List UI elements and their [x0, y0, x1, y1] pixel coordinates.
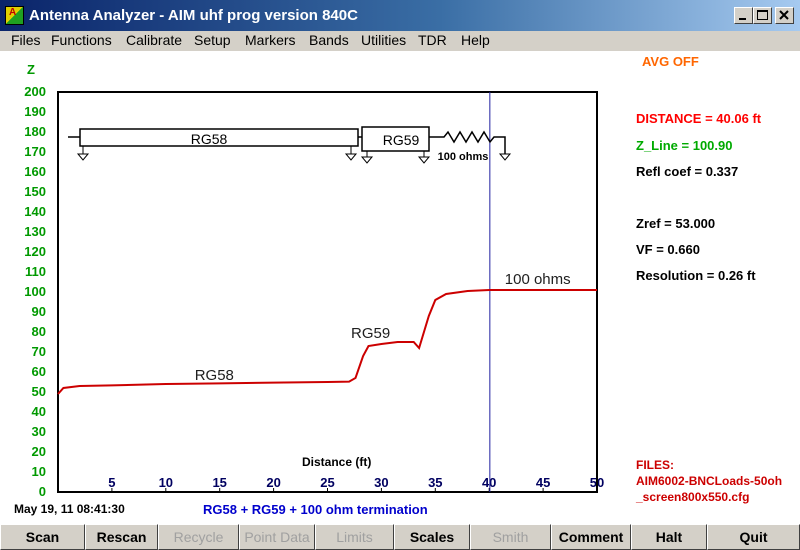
- halt-button[interactable]: Halt: [631, 524, 707, 550]
- x-tick-label: 35: [428, 475, 443, 490]
- menu-help[interactable]: Help: [461, 32, 490, 48]
- point-data-button[interactable]: Point Data: [239, 524, 315, 550]
- y-tick-label: 100: [24, 284, 46, 299]
- y-tick-label: 50: [31, 384, 46, 399]
- window-title: Antenna Analyzer - AIM uhf prog version …: [29, 7, 358, 24]
- y-tick-label: 90: [31, 304, 46, 319]
- menu-functions[interactable]: Functions: [51, 32, 112, 48]
- y-tick-label: 180: [24, 124, 46, 139]
- z-line-readout: Z_Line = 100.90: [636, 138, 733, 153]
- vf-readout: VF = 0.660: [636, 242, 700, 257]
- x-tick-label: 50: [589, 475, 605, 490]
- zref-readout: Zref = 53.000: [636, 216, 716, 231]
- menu-utilities[interactable]: Utilities: [361, 32, 407, 48]
- y-tick-label: 190: [24, 104, 46, 119]
- menu-markers[interactable]: Markers: [245, 32, 296, 48]
- y-tick-label: 170: [24, 144, 46, 159]
- menu-files[interactable]: Files: [11, 32, 41, 48]
- x-tick-label: 10: [158, 475, 174, 490]
- y-tick-label: 130: [24, 224, 46, 239]
- x-tick-label: 30: [374, 475, 389, 490]
- distance-readout: DISTANCE = 40.06 ft: [636, 111, 762, 126]
- scales-button[interactable]: Scales: [394, 524, 470, 550]
- menu-setup[interactable]: Setup: [194, 32, 231, 48]
- limits-button[interactable]: Limits: [315, 524, 394, 550]
- close-button[interactable]: [775, 7, 794, 24]
- y-tick-label: 30: [31, 424, 46, 439]
- resolution-readout: Resolution = 0.26 ft: [636, 268, 756, 283]
- y-tick-label: 120: [24, 244, 46, 259]
- menu-calibrate[interactable]: Calibrate: [126, 32, 183, 48]
- y-tick-label: 150: [24, 184, 46, 199]
- scan-button[interactable]: Scan: [0, 524, 85, 550]
- y-tick-label: 200: [24, 84, 46, 99]
- maximize-icon: [757, 10, 768, 20]
- x-tick-label: 25: [320, 475, 335, 490]
- menu-bar: Files Functions Calibrate Setup Markers …: [0, 31, 800, 51]
- smith-button[interactable]: Smith: [470, 524, 551, 550]
- app-icon: [5, 6, 24, 25]
- refl-coef-readout: Refl coef = 0.337: [636, 164, 739, 179]
- x-tick-label: 15: [212, 475, 227, 490]
- minimize-icon: [739, 18, 746, 20]
- y-tick-label: 110: [25, 264, 46, 279]
- recycle-button[interactable]: Recycle: [158, 524, 239, 550]
- y-tick-label: 70: [31, 344, 46, 359]
- files-label: FILES:: [636, 458, 674, 472]
- comment-button[interactable]: Comment: [551, 524, 631, 550]
- x-tick-label: 20: [266, 475, 281, 490]
- file-name-1: AIM6002-BNCLoads-50oh: [636, 474, 783, 488]
- y-tick-label: 0: [38, 484, 46, 499]
- maximize-button[interactable]: [753, 7, 772, 24]
- y-tick-label: 80: [31, 324, 46, 339]
- close-icon: [779, 10, 789, 20]
- menu-tdr[interactable]: TDR: [418, 32, 447, 48]
- avg-status: AVG OFF: [642, 54, 699, 69]
- y-tick-label: 140: [24, 204, 46, 219]
- x-tick-label: 45: [535, 475, 551, 490]
- comment-text: RG58 + RG59 + 100 ohm termination: [203, 502, 428, 517]
- y-tick-label: 20: [31, 444, 46, 459]
- y-tick-label: 10: [31, 464, 46, 479]
- timestamp: May 19, 11 08:41:30: [14, 502, 125, 516]
- file-name-2: _screen800x550.cfg: [636, 490, 750, 504]
- x-axis-label: Distance (ft): [302, 455, 372, 469]
- y-axis-label: Z: [27, 62, 35, 77]
- title-bar: Antenna Analyzer - AIM uhf prog version …: [0, 0, 800, 31]
- y-tick-label: 60: [31, 364, 46, 379]
- minimize-button[interactable]: [734, 7, 753, 24]
- y-tick-label: 40: [31, 404, 46, 419]
- quit-button[interactable]: Quit: [707, 524, 800, 550]
- x-tick-label: 40: [481, 475, 497, 490]
- rescan-button[interactable]: Rescan: [85, 524, 158, 550]
- menu-bands[interactable]: Bands: [309, 32, 349, 48]
- x-tick-label: 5: [108, 475, 116, 490]
- y-tick-label: 160: [24, 164, 46, 179]
- button-bar: Scan Rescan Recycle Point Data Limits Sc…: [0, 524, 800, 550]
